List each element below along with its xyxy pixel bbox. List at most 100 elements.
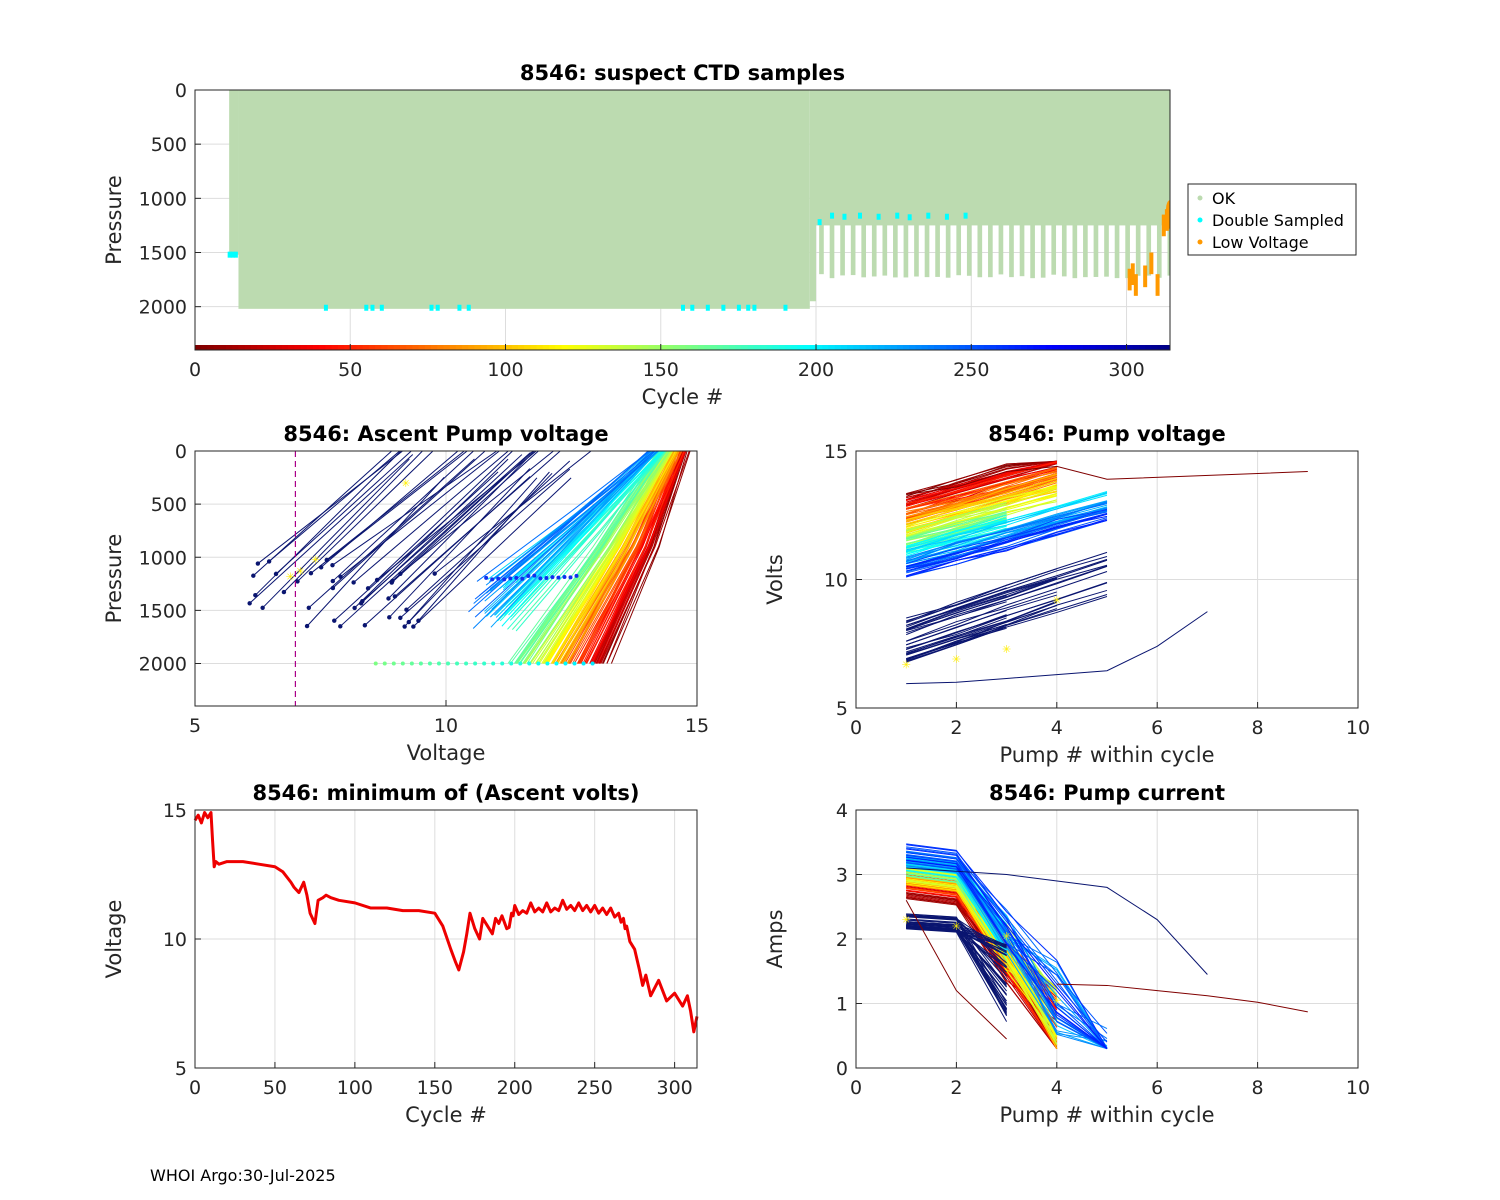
late-sample xyxy=(330,562,335,568)
pump-voltage-line xyxy=(906,514,1007,541)
bottom-sample xyxy=(563,661,568,666)
double-sampled-point xyxy=(435,304,440,311)
cycle-color-mark xyxy=(996,345,1003,350)
cycle-color-mark xyxy=(306,345,314,350)
low-voltage-point xyxy=(1149,252,1154,275)
x-tick-label: 15 xyxy=(685,715,709,737)
cycle-color-mark xyxy=(865,345,873,350)
y-tick-label: 1000 xyxy=(139,188,187,210)
cycle-color-mark xyxy=(1033,345,1041,350)
cycle-color-mark xyxy=(629,345,637,350)
bottom-sample xyxy=(373,661,378,666)
late-sample xyxy=(308,570,314,576)
ascent-profile-late xyxy=(310,451,468,574)
ascent-profile xyxy=(551,451,677,664)
bottom-sample xyxy=(400,661,405,666)
plot-content: ✳ ✳ ✳ ✳ xyxy=(902,460,1308,685)
ascent-profile-late xyxy=(268,451,401,562)
pump-voltage-line-late xyxy=(906,555,1108,624)
axes-frame: 0 50 100 150 200 250 300 0 500 1000 1500 2000 xyxy=(139,80,1171,381)
ascent-profile xyxy=(585,451,685,664)
x-tick-label: 10 xyxy=(434,715,458,737)
ascent-profile xyxy=(537,451,673,664)
bottom-sample xyxy=(464,661,469,666)
cycle-color-mark xyxy=(567,345,575,350)
chart-title: 8546: suspect CTD samples xyxy=(520,61,845,85)
cycle-color-mark xyxy=(325,345,333,350)
y-tick-label: 500 xyxy=(151,134,187,156)
cycle-color-mark xyxy=(548,345,556,350)
pump-voltage-line-late xyxy=(906,551,1108,623)
cycle-color-mark xyxy=(275,345,283,350)
pump-marker: ✳ xyxy=(1052,994,1061,1007)
ascent-profile xyxy=(559,451,678,664)
low-voltage-point xyxy=(1143,265,1148,288)
low-voltage-point xyxy=(1161,214,1166,237)
double-sampled-point xyxy=(370,304,375,311)
chart-title: 8546: Ascent Pump voltage xyxy=(283,422,608,446)
pump-voltage-line-late xyxy=(906,564,1108,631)
ascent-profile xyxy=(509,451,666,621)
late-sample xyxy=(273,571,279,577)
cycle-color-mark xyxy=(294,345,302,350)
pump-current-line-late xyxy=(906,925,1008,1006)
pump-current-line xyxy=(906,852,1108,1043)
pump-voltage-line-late xyxy=(906,581,1108,649)
cycle-color-mark xyxy=(399,345,407,350)
pump-voltage-line xyxy=(906,507,1007,536)
x-tick-label: 0 xyxy=(850,1077,862,1099)
cycle-color-mark xyxy=(1120,345,1128,350)
x-tick-label: 0 xyxy=(189,359,201,381)
cycle-color-mark xyxy=(822,345,829,350)
cycle-color-mark xyxy=(890,345,898,350)
ascent-profile xyxy=(580,451,682,664)
ascent-profile-late xyxy=(418,471,550,622)
cycle-color-mark xyxy=(859,345,867,350)
double-sampled-point xyxy=(681,304,685,311)
pump-voltage-line xyxy=(906,508,1108,568)
cycle-color-mark xyxy=(791,345,798,350)
chart-title: 8546: minimum of (Ascent volts) xyxy=(252,781,639,805)
y-tick-label: 0 xyxy=(175,441,187,463)
cycle-color-mark xyxy=(1095,345,1103,350)
late-sample xyxy=(411,624,416,629)
pump-marker: ✳ xyxy=(286,570,295,583)
x-tick-label: 300 xyxy=(656,1077,692,1099)
cycle-color-mark xyxy=(443,345,451,350)
ascent-profile xyxy=(474,451,656,618)
axes-frame: 0 2 4 6 8 10 0 1 2 3 4 xyxy=(836,800,1370,1099)
cycle-color-mark xyxy=(617,345,625,350)
y-tick-label: 0 xyxy=(175,80,187,102)
cycle-color-mark xyxy=(1070,345,1078,350)
cycle-color-mark xyxy=(1089,345,1096,350)
double-sampled-point xyxy=(323,304,328,311)
double-sampled-point xyxy=(783,304,788,311)
y-tick-label: 1 xyxy=(836,994,848,1016)
cycle-color-mark xyxy=(673,345,680,350)
pump-voltage-line-late xyxy=(906,626,1007,661)
ascent-profile xyxy=(474,451,655,600)
cycle-color-mark xyxy=(244,345,252,350)
pump-current-line xyxy=(906,844,1108,1049)
cycle-color-mark xyxy=(511,345,519,350)
ascent-profile-late xyxy=(252,451,393,577)
cycle-color-mark xyxy=(207,345,215,350)
late-sample xyxy=(392,594,398,599)
pump-voltage-line xyxy=(906,483,1057,529)
late-sample xyxy=(404,607,409,612)
pump-current-line-late xyxy=(906,918,1007,981)
late-sample xyxy=(251,573,256,578)
pump-voltage-line-late xyxy=(906,610,1007,646)
ascent-profile xyxy=(513,451,660,664)
double-sampled-point xyxy=(233,251,238,258)
cycle-color-mark xyxy=(766,345,774,350)
axes-box xyxy=(194,89,1171,351)
low-voltage-point xyxy=(1130,263,1135,285)
cycle-color-mark xyxy=(480,345,488,350)
pump-current-line xyxy=(906,875,1008,961)
pump-current-line-late xyxy=(906,924,1008,1014)
bottom-sample xyxy=(382,661,387,666)
bottom-sample xyxy=(473,661,478,666)
late-sample xyxy=(281,589,287,595)
y-tick-label: 1500 xyxy=(139,600,187,622)
